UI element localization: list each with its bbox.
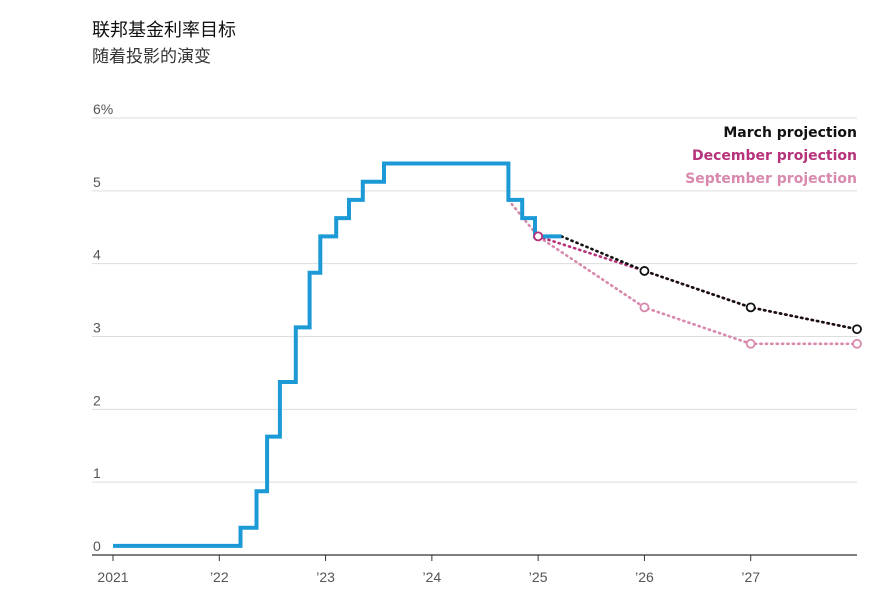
projection-line-2 xyxy=(536,235,859,331)
x-tick-label: ’23 xyxy=(316,569,335,585)
x-tick-label: 2021 xyxy=(97,569,128,585)
legend-layer: March projection December projection Septe… xyxy=(685,125,857,187)
x-tick-label: ’26 xyxy=(635,569,654,585)
actual-rate-line xyxy=(113,161,562,548)
legend-entry-2: December projection xyxy=(692,148,857,164)
y-tick-label: 3 xyxy=(93,320,101,336)
projection-marker xyxy=(745,338,756,349)
y-tick-label: 1 xyxy=(93,465,101,481)
projection-line-1 xyxy=(560,235,859,331)
x-tick-label: ’27 xyxy=(741,569,760,585)
projection-marker xyxy=(852,324,862,335)
axis-layer: 0 1 2 3 4 5 6% 2021 ’22 ’23 ’24 ’25 ’26 ’27 xyxy=(92,101,857,585)
projection-marker xyxy=(745,302,756,313)
y-tick-label: 5 xyxy=(93,174,101,190)
marker-layer xyxy=(533,231,862,349)
y-tick-label: 0 xyxy=(93,538,101,554)
projection-line-3 xyxy=(507,198,859,346)
projection-marker xyxy=(639,302,650,313)
projection-marker xyxy=(533,231,544,242)
legend-entry-3: September projection xyxy=(685,171,857,187)
x-tick-label: ’24 xyxy=(423,569,442,585)
y-tick-label: 4 xyxy=(93,247,101,263)
x-tick-label: ’22 xyxy=(210,569,229,585)
legend-entry-1: March projection xyxy=(723,125,857,141)
projection-marker xyxy=(639,266,650,276)
projection-marker xyxy=(852,338,862,349)
x-tick-label: ’25 xyxy=(529,569,548,585)
series-layer xyxy=(113,161,859,548)
y-tick-label: 6% xyxy=(93,101,113,117)
chart-title: 联邦基金利率目标 xyxy=(92,20,236,41)
y-tick-label: 2 xyxy=(93,392,101,408)
chart-subtitle: 随着投影的演变 xyxy=(92,47,211,67)
